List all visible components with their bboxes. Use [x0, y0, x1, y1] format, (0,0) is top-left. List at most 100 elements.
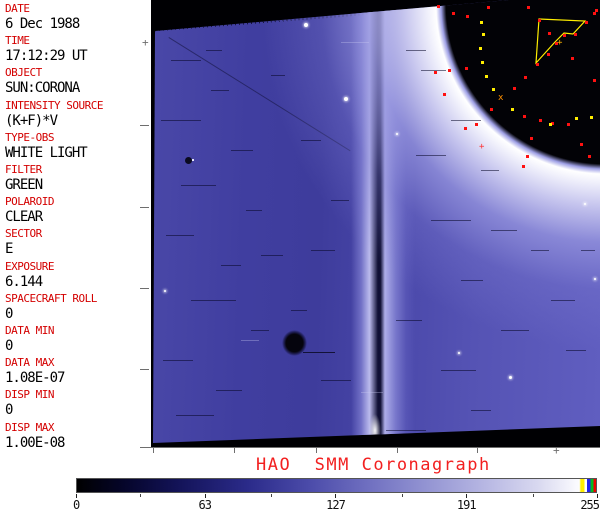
- red-marker-dot: [595, 9, 598, 12]
- red-marker-dot: [593, 79, 596, 82]
- scanline-artifact: [176, 415, 214, 416]
- metadata-field: SECTOR E: [5, 228, 149, 257]
- red-marker-dot: [547, 53, 550, 56]
- scanline-artifact: [251, 330, 269, 331]
- red-marker-dot: [539, 119, 542, 122]
- field-label: INTENSITY SOURCE: [5, 98, 103, 112]
- star-speck: [164, 290, 166, 292]
- red-marker-dot: [487, 6, 490, 9]
- red-marker-dot: [465, 67, 468, 70]
- scanline-artifact: [216, 390, 242, 391]
- marker-symbol: +: [557, 38, 563, 48]
- left-axis-tick: [140, 288, 149, 289]
- field-value: E: [5, 241, 13, 258]
- star-speck: [594, 278, 596, 280]
- red-marker-dot: [551, 122, 554, 125]
- star-speck: [344, 97, 348, 101]
- red-marker-dot: [522, 165, 525, 168]
- field-label: TIME: [5, 34, 30, 48]
- field-label: TYPE-OBS: [5, 130, 54, 144]
- red-marker-dot: [538, 19, 541, 22]
- field-value: (K+F)*V: [5, 112, 58, 129]
- scanline-artifact: [246, 210, 262, 211]
- left-axis-plus: +: [142, 36, 149, 49]
- field-label: OBJECT: [5, 66, 42, 80]
- scanline-artifact: [181, 185, 216, 186]
- red-marker-dot: [526, 155, 529, 158]
- red-marker-dot: [490, 108, 493, 111]
- left-axis-tick: [140, 369, 149, 370]
- star-speck: [458, 352, 460, 354]
- yellow-marker-dot: [485, 75, 488, 78]
- red-marker-dot: [574, 33, 577, 36]
- colorbar-minor-tick: [401, 494, 403, 497]
- red-marker-dot: [443, 93, 446, 96]
- scanline-artifact: [501, 330, 529, 331]
- field-value: 6 Dec 1988: [5, 16, 80, 32]
- field-label: SPACECRAFT ROLL: [5, 291, 97, 305]
- star-speck: [304, 23, 308, 27]
- colorbar-tick-label: 255: [580, 498, 600, 512]
- coronagraph-canvas[interactable]: + x +: [151, 0, 600, 447]
- red-marker-dot: [530, 137, 533, 140]
- scanline-artifact: [221, 265, 241, 266]
- yellow-marker-dot: [492, 88, 495, 91]
- yellow-marker-dot: [511, 108, 514, 111]
- field-value: 0: [5, 305, 13, 322]
- scanline-artifact: [451, 120, 481, 121]
- field-label: DATA MIN: [5, 324, 54, 337]
- colorbar-tick-label: 127: [326, 498, 346, 512]
- star-speck: [509, 376, 512, 379]
- field-value: 0: [5, 338, 13, 354]
- red-marker-dot: [464, 127, 467, 130]
- metadata-field: TYPE-OBS WHITE LIGHT: [5, 130, 149, 161]
- yellow-marker-dot: [590, 116, 593, 119]
- scanline-artifact: [471, 410, 491, 411]
- field-label: EXPOSURE: [5, 259, 54, 273]
- colorbar-tick: [597, 494, 598, 498]
- colorbar-minor-tick: [140, 494, 142, 497]
- yellow-marker-dot: [481, 61, 484, 64]
- red-marker-dot: [563, 34, 566, 37]
- field-label: DATE: [5, 2, 30, 15]
- metadata-field: DATA MAX 1.08E-07: [5, 357, 149, 386]
- marker-symbol: x: [498, 93, 504, 103]
- occulting-disk-and-corona-glow: [153, 0, 600, 443]
- red-marker-dot: [555, 42, 558, 45]
- red-marker-dot: [571, 57, 574, 60]
- bottom-axis-tick: [316, 448, 317, 453]
- scanline-artifact: [191, 300, 236, 301]
- scanline-artifact: [441, 370, 476, 371]
- metadata-field: INTENSITY SOURCE (K+F)*V: [5, 98, 149, 129]
- metadata-field: FILTER GREEN: [5, 164, 149, 193]
- scanline-artifact: [431, 220, 471, 221]
- scanline-artifact: [271, 75, 285, 76]
- red-marker-dot: [448, 69, 451, 72]
- colorbar-tick-label: 191: [456, 498, 477, 512]
- scanline-artifact: [211, 90, 229, 91]
- bright-artifact: [341, 42, 369, 43]
- bright-artifact: [241, 340, 259, 341]
- red-marker-dot: [452, 12, 455, 15]
- scanline-artifact: [261, 255, 283, 256]
- field-label: POLAROID: [5, 195, 54, 209]
- field-label: FILTER: [5, 163, 42, 176]
- red-marker-dot: [585, 21, 588, 24]
- metadata-field: POLAROID CLEAR: [5, 196, 149, 225]
- colorbar-tick-label: 0: [73, 498, 80, 512]
- bright-artifact: [361, 392, 383, 393]
- small-dark-spot: [185, 157, 192, 164]
- field-label: SECTOR: [5, 227, 42, 241]
- red-marker-dot: [588, 155, 591, 158]
- scanline-artifact: [231, 150, 253, 151]
- field-value: 1.08E-07: [5, 370, 65, 387]
- red-marker-dot: [434, 71, 437, 74]
- bottom-axis-tick: [234, 448, 235, 453]
- bottom-axis-tick: [153, 448, 154, 453]
- metadata-field: DATA MIN 0: [5, 325, 149, 354]
- red-marker-dot: [437, 5, 440, 8]
- red-marker-dot: [524, 76, 527, 79]
- colorbar-minor-tick: [532, 494, 534, 497]
- scanline-artifact: [301, 140, 321, 141]
- scanline-artifact: [386, 430, 426, 431]
